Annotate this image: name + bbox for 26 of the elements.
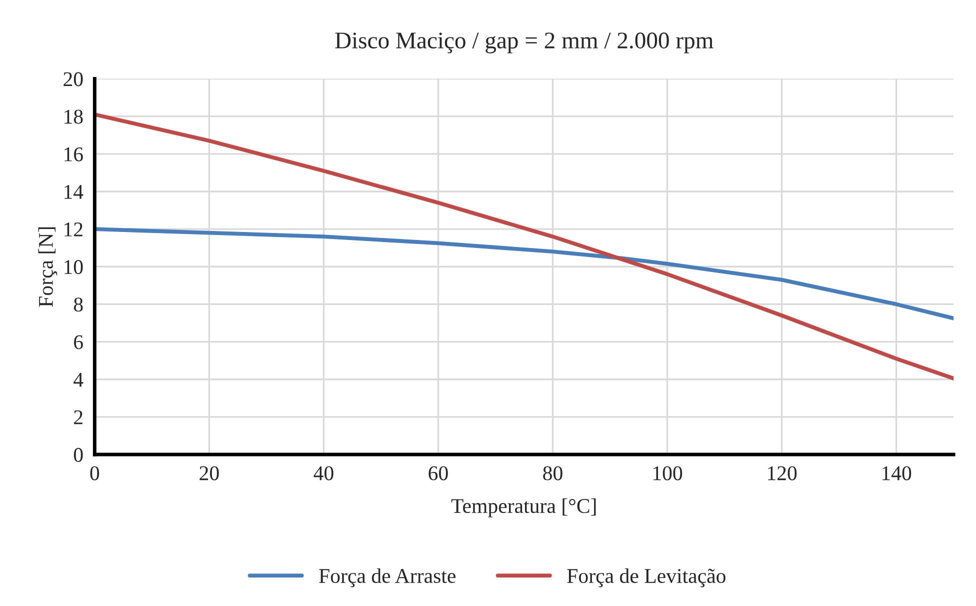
y-tick-label: 14 [64,184,84,199]
y-tick-label: 12 [64,222,82,236]
y-tick-label: 18 [64,110,83,124]
y-tick-label: 2 [74,410,82,424]
x-tick-label: 80 [543,466,562,480]
y-tick-label: 6 [74,335,83,350]
y-tick-label: 8 [74,298,83,312]
x-tick-label: 0 [90,466,100,480]
chart-title: Disco Maciço / gap = 2 mm / 2.000 rpm [335,32,714,54]
y-tick-label: 4 [74,372,84,387]
y-tick-label: 10 [64,260,83,274]
x-axis-title: Temperatura [°C] [451,498,596,518]
y-tick-label: 16 [64,147,83,162]
legend-label: Força de Arraste [319,568,456,588]
x-tick-label: 100 [653,466,682,480]
x-tick-label: 60 [428,466,448,480]
line-series [94,227,954,320]
y-tick-label: 0 [74,448,83,462]
x-tick-label: 120 [768,466,797,480]
y-tick-label: 20 [64,72,83,86]
x-tick-label: 140 [882,466,912,480]
y-axis-title: Força [N] [38,227,58,307]
legend-label: Força de Levitação [567,568,726,588]
x-tick-label: 40 [314,466,334,480]
x-tick-label: 20 [200,466,219,480]
line-series [94,112,954,380]
